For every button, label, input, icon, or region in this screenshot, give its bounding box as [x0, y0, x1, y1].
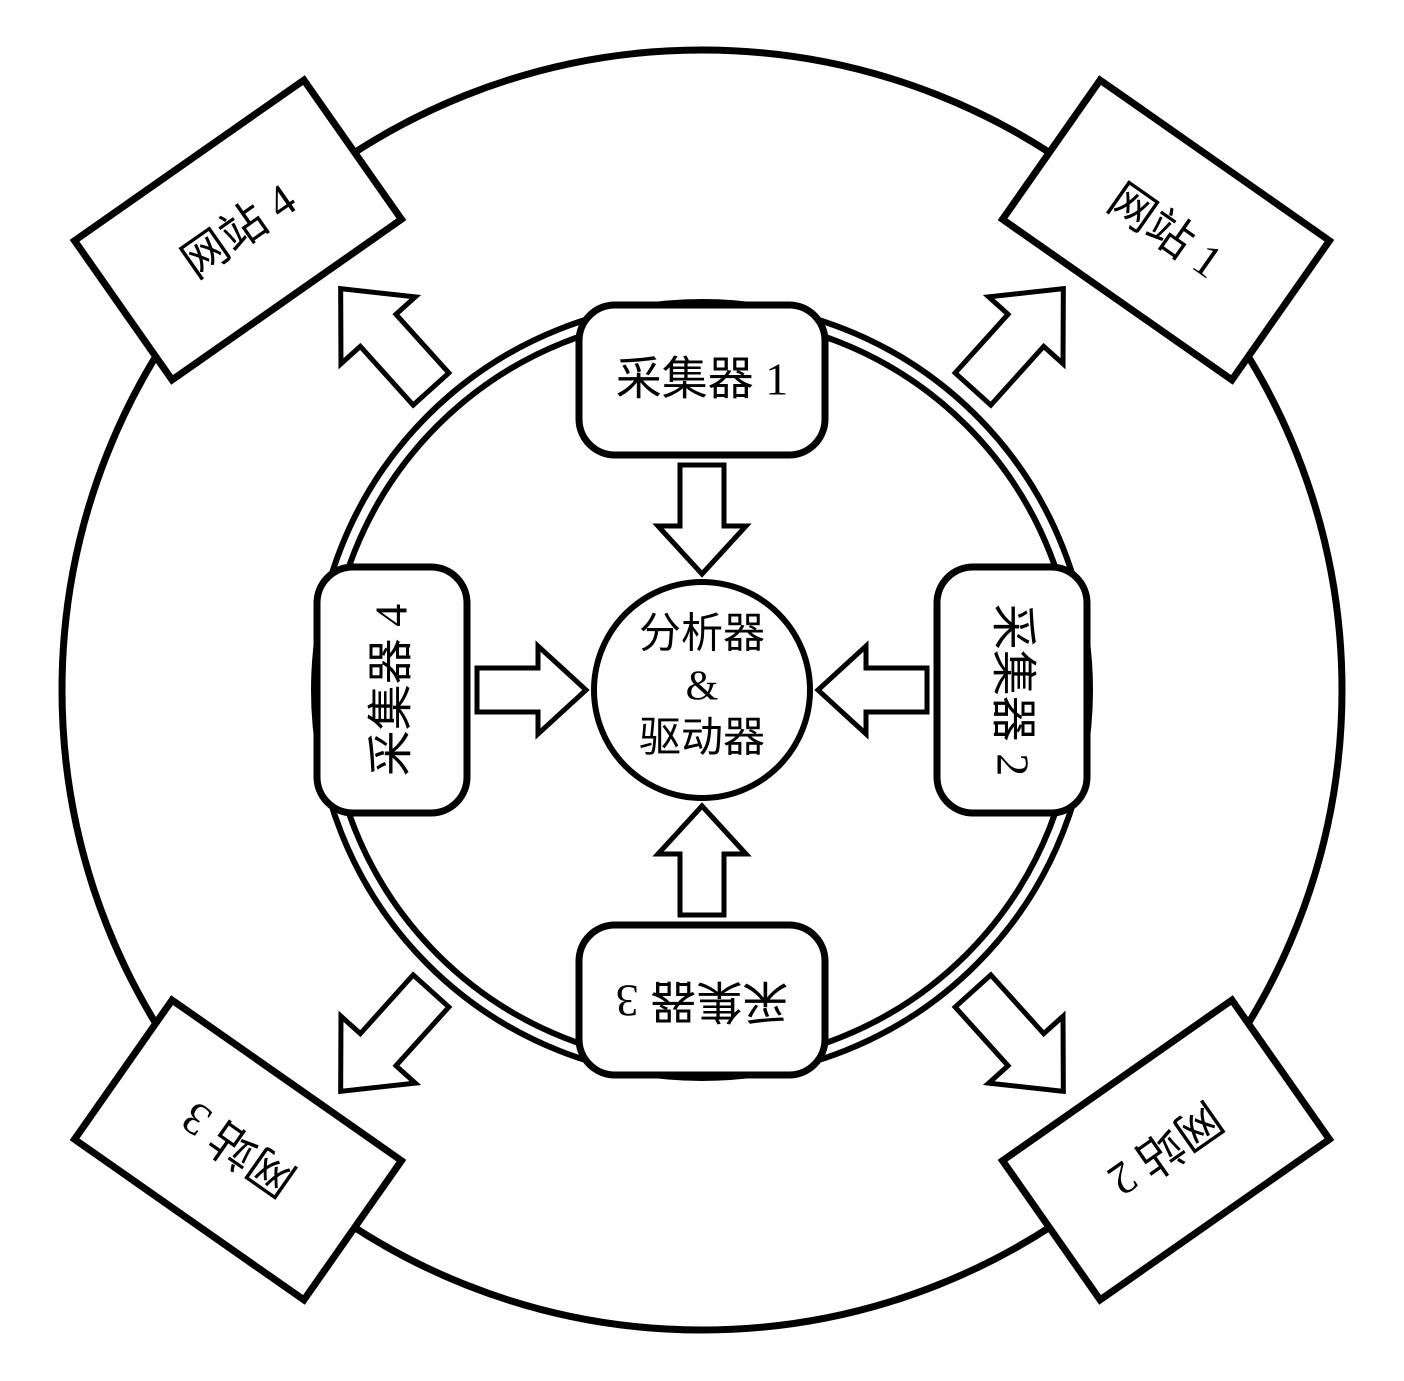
collector-3-label: 采集器 3 [616, 975, 789, 1026]
inner-arrow-0 [658, 465, 746, 574]
inner-arrow-3 [477, 646, 586, 734]
collector-4: 采集器 4 [317, 567, 467, 813]
collector-4-label: 采集器 4 [366, 604, 417, 777]
collector-3: 采集器 3 [579, 925, 825, 1075]
inner-arrow-1 [818, 646, 927, 734]
collector-2: 采集器 2 [937, 567, 1087, 813]
collector-2-label: 采集器 2 [987, 604, 1038, 777]
center-label-line3: 驱动器 [639, 716, 765, 762]
inner-arrow-2 [658, 806, 746, 915]
collector-1-label: 采集器 1 [616, 354, 789, 405]
center-label-line1: 分析器 [639, 612, 765, 658]
center-label-line2: & [686, 664, 719, 710]
collector-1: 采集器 1 [579, 305, 825, 455]
